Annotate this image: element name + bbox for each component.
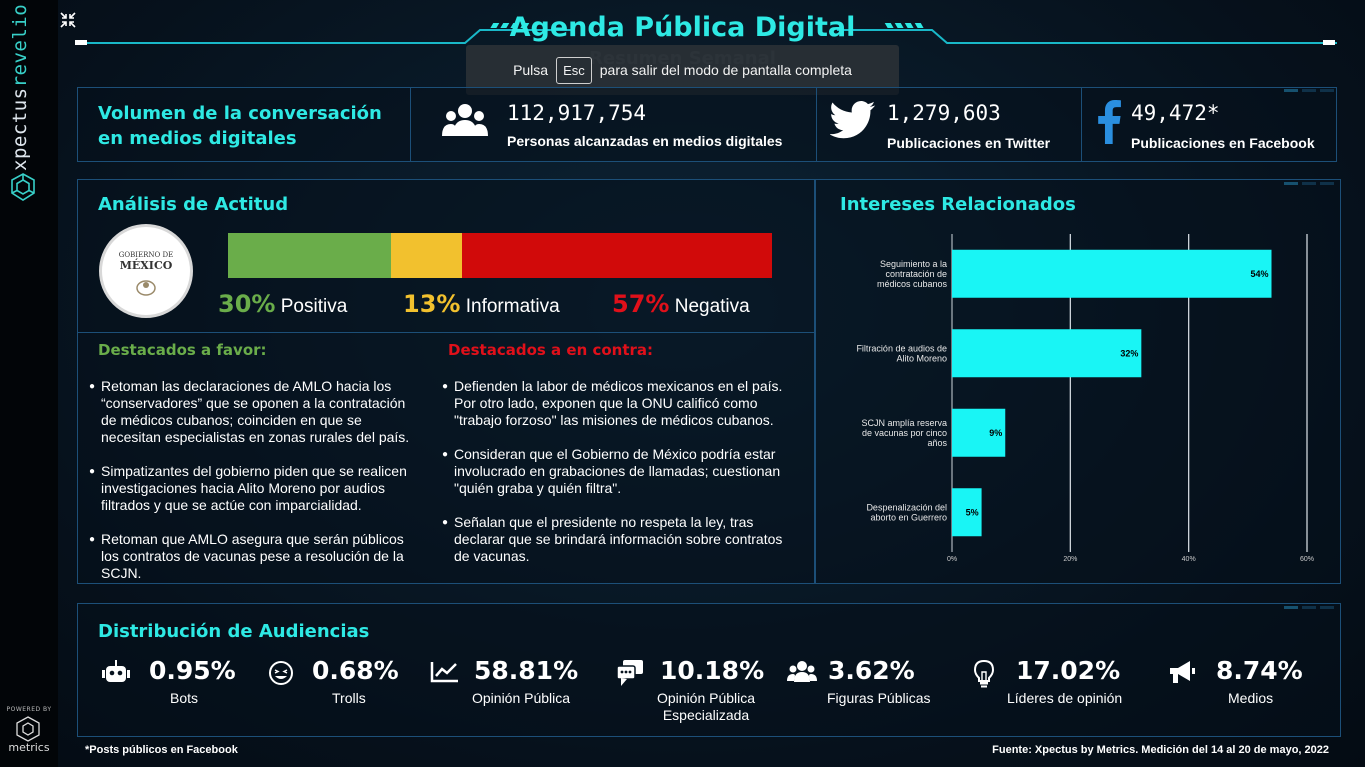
powered-by-label: POWERED BY (6, 706, 52, 713)
lideres-opinion-label: Líderes de opinión (1007, 690, 1123, 706)
group-icon (787, 661, 817, 682)
esc-key: Esc (556, 56, 592, 84)
toast-text-before: Pulsa (513, 62, 549, 78)
list-item: Consideran que el Gobierno de México pod… (442, 446, 797, 497)
facebook-label: Publicaciones en Facebook (1131, 135, 1315, 151)
brand-logo-icon (11, 173, 35, 201)
volume-title: Volumen de la conversación en medios digi… (98, 103, 382, 149)
lideres-opinion-value: 17.02% (1016, 656, 1121, 685)
attitude-title: Análisis de Actitud (98, 194, 289, 215)
bar (952, 408, 1006, 457)
robot-icon (102, 660, 130, 682)
dash-deco (1284, 170, 1338, 185)
list-item: Retoman que AMLO asegura que serán públi… (89, 531, 419, 582)
x-tick-label: 20% (1063, 556, 1077, 563)
line-chart-icon (430, 662, 458, 683)
chat-bubble-icon (617, 660, 643, 686)
category-label: Seguimiento a la (880, 259, 947, 269)
figuras-publicas-value: 3.62% (828, 656, 915, 685)
contra-list: Defienden la labor de médicos mexicanos … (442, 378, 797, 582)
volume-panel: Volumen de la conversación en medios digi… (77, 87, 1337, 162)
opinion-especializada-label: Opinión Pública Especializada (657, 690, 756, 723)
contra-heading: Destacados a en contra: (448, 341, 654, 359)
figuras-publicas-label: Figuras Públicas (827, 690, 931, 706)
page-title: Agenda Pública Digital (509, 12, 856, 43)
fullscreen-toast: Pulsa Esc para salir del modo de pantall… (466, 45, 899, 95)
bots-value: 0.95% (149, 656, 236, 685)
powered-by-name: metrics (8, 741, 50, 754)
medios-value: 8.74% (1216, 656, 1303, 685)
sidebar: xpectusrevelio POWERED BY metrics (0, 0, 58, 767)
laughing-face-icon (269, 661, 293, 685)
category-label: Despenalización del (866, 502, 947, 512)
sentiment-informative: 13% Informativa (403, 290, 560, 318)
header-ornament (75, 23, 1337, 45)
data-label: 54% (1250, 269, 1268, 279)
list-item: Retoman las declaraciones de AMLO hacia … (89, 378, 419, 446)
category-label: SCJN amplía reserva (861, 418, 947, 428)
metrics-logo-icon (16, 716, 40, 742)
dash-deco (1284, 594, 1338, 609)
sentiment-segment-2 (462, 233, 772, 278)
category-label: Filtración de audios de (856, 343, 947, 353)
opinion-especializada-value: 10.18% (660, 656, 765, 685)
twitter-value: 1,279,603 (887, 101, 1001, 125)
list-item: Simpatizantes del gobierno piden que se … (89, 463, 419, 514)
list-item: Señalan que el presidente no respeta la … (442, 514, 797, 565)
sentiment-segment-0 (228, 233, 391, 278)
trolls-label: Trolls (332, 690, 366, 706)
brand: xpectusrevelio (6, 4, 36, 201)
people-icon (442, 104, 488, 136)
data-label: 32% (1120, 348, 1138, 358)
interests-chart: 0% 20% 40% 60% 54% Seguimiento a lacontrataci… (856, 234, 1314, 563)
gobierno-mexico-logo: GOBIERNO DE MÉXICO (99, 224, 193, 318)
interests-title: Intereses Relacionados (840, 194, 1076, 215)
exit-fullscreen-icon[interactable] (60, 12, 76, 28)
x-tick-label: 0% (947, 556, 957, 563)
toast-text-after: para salir del modo de pantalla completa (599, 62, 852, 78)
opinion-publica-value: 58.81% (474, 656, 579, 685)
footer-source: Fuente: Xpectus by Metrics. Medición del… (992, 744, 1329, 756)
sentiment-negative: 57% Negativa (612, 290, 750, 318)
facebook-value: 49,472* (1131, 101, 1220, 125)
x-tick-label: 60% (1300, 556, 1314, 563)
bar (952, 329, 1142, 378)
data-label: 9% (989, 428, 1002, 438)
category-label: años (927, 438, 947, 448)
reach-value: 112,917,754 (507, 101, 647, 125)
x-tick-label: 40% (1182, 556, 1196, 563)
bots-label: Bots (170, 690, 199, 706)
bar (952, 488, 982, 537)
category-label: de vacunas por cinco (862, 428, 947, 438)
opinion-publica-label: Opinión Pública (472, 690, 571, 706)
interests-panel: Intereses Relacionados (815, 179, 1341, 584)
category-label: médicos cubanos (877, 279, 948, 289)
lightbulb-icon (974, 660, 994, 688)
powered-by: POWERED BY metrics (4, 706, 54, 754)
data-label: 5% (966, 507, 979, 517)
favor-list: Retoman las declaraciones de AMLO hacia … (89, 378, 419, 599)
trolls-value: 0.68% (312, 656, 399, 685)
sentiment-bar (228, 233, 772, 278)
list-item: Defienden la labor de médicos mexicanos … (442, 378, 797, 429)
sentiment-segment-1 (391, 233, 462, 278)
mexico-seal-icon (136, 280, 156, 296)
twitter-label: Publicaciones en Twitter (887, 135, 1051, 151)
audiences-title: Distribución de Audiencias (98, 621, 370, 642)
favor-heading: Destacados a favor: (98, 341, 267, 359)
category-label: contratación de (885, 269, 947, 279)
audiences-panel: Distribución de Audiencias (77, 603, 1341, 737)
bar (952, 249, 1272, 298)
dash-deco (1284, 77, 1338, 92)
facebook-icon (1098, 100, 1121, 144)
twitter-icon (830, 101, 876, 139)
category-label: aborto en Guerrero (870, 512, 947, 522)
footer-note: *Posts públicos en Facebook (85, 744, 238, 756)
medios-label: Medios (1228, 690, 1274, 706)
megaphone-icon (1170, 661, 1195, 683)
category-label: Alito Moreno (896, 353, 947, 363)
sentiment-positive: 30% Positiva (218, 290, 348, 318)
reach-label: Personas alcanzadas en medios digitales (507, 133, 783, 149)
